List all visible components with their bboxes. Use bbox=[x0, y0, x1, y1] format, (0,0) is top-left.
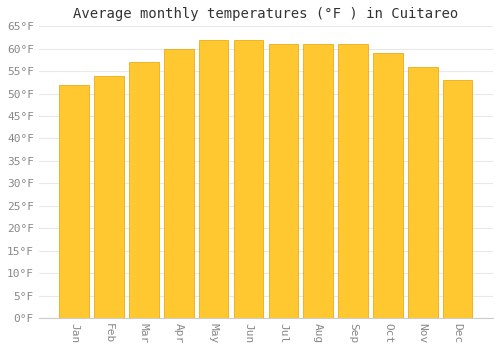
Bar bbox=[268, 44, 298, 318]
Bar bbox=[164, 49, 194, 318]
Bar bbox=[129, 62, 159, 318]
Bar bbox=[408, 66, 438, 318]
Bar bbox=[373, 53, 402, 318]
Bar bbox=[199, 40, 228, 318]
Title: Average monthly temperatures (°F ) in Cuitareo: Average monthly temperatures (°F ) in Cu… bbox=[74, 7, 458, 21]
Bar bbox=[304, 44, 333, 318]
Bar bbox=[443, 80, 472, 318]
Bar bbox=[60, 85, 89, 318]
Bar bbox=[234, 40, 264, 318]
Bar bbox=[94, 76, 124, 318]
Bar bbox=[338, 44, 368, 318]
